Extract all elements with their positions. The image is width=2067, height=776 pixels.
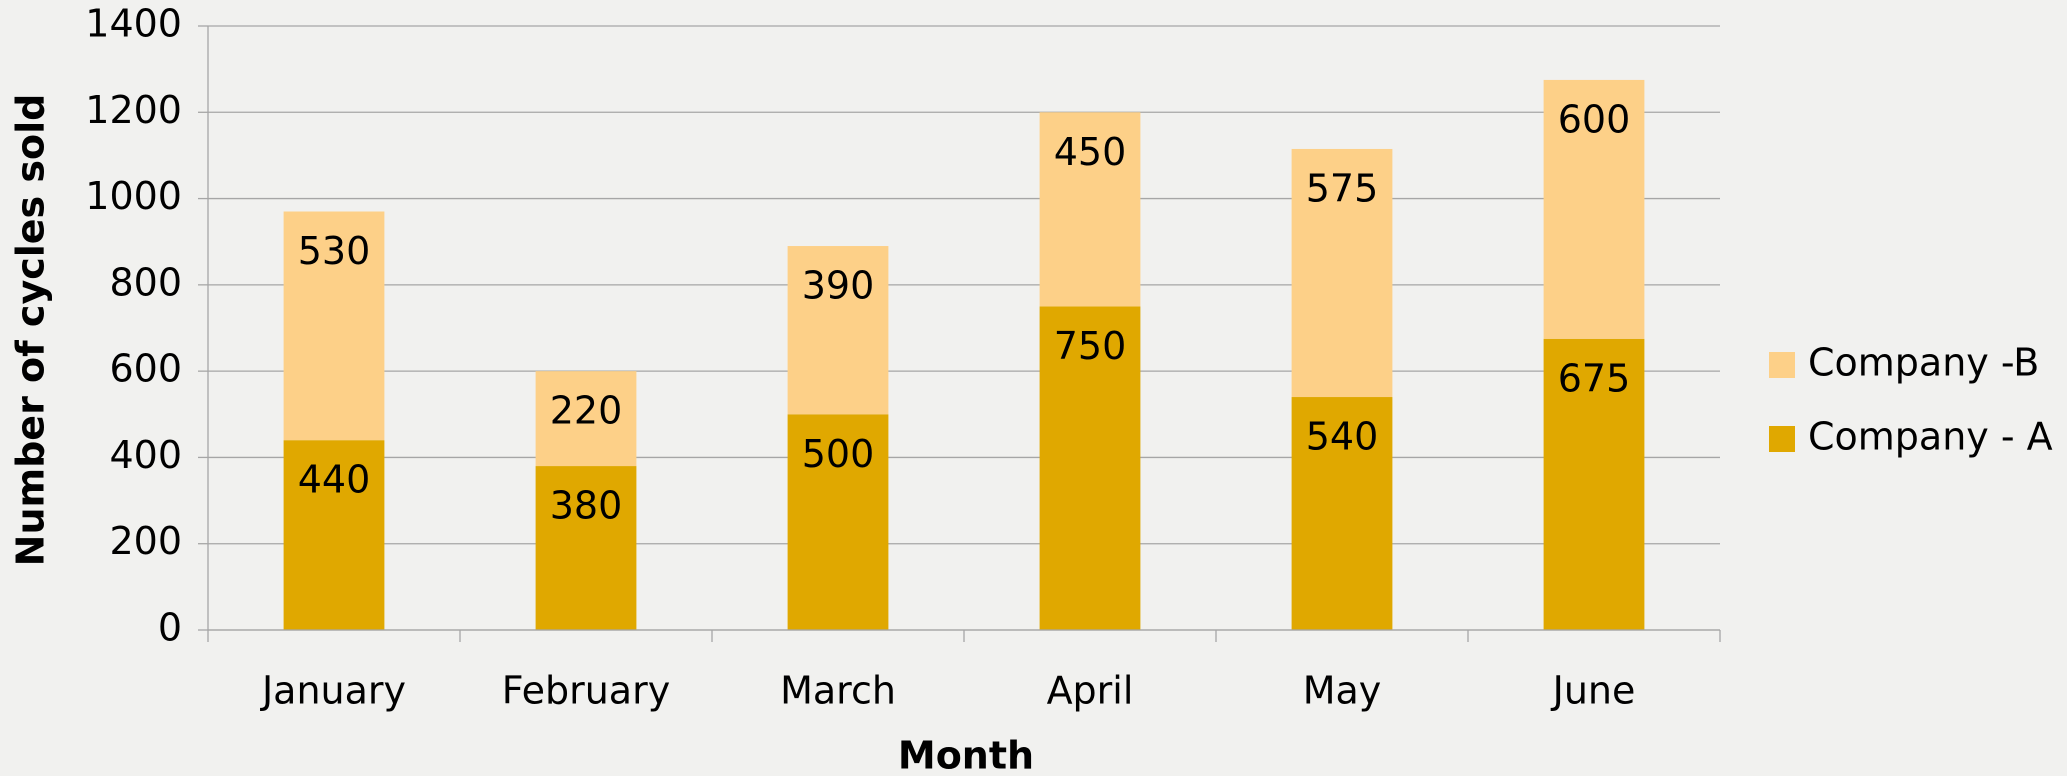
legend-label: Company - A xyxy=(1808,415,2053,459)
legend-label: Company -B xyxy=(1808,341,2039,385)
y-tick-label: 600 xyxy=(109,347,182,391)
y-axis-title: Number of cycles sold xyxy=(9,94,53,567)
data-label: 600 xyxy=(1558,97,1631,141)
data-label: 500 xyxy=(802,432,875,476)
data-label: 440 xyxy=(298,458,371,502)
y-tick-label: 1400 xyxy=(85,2,182,46)
data-label: 380 xyxy=(550,484,623,528)
data-label: 390 xyxy=(802,264,875,308)
y-tick-label: 1000 xyxy=(85,174,182,218)
x-tick-label: May xyxy=(1303,669,1382,713)
y-tick-label: 400 xyxy=(109,433,182,477)
y-tick-label: 0 xyxy=(158,606,182,650)
data-label: 530 xyxy=(298,229,371,273)
data-label: 750 xyxy=(1054,324,1127,368)
data-label: 540 xyxy=(1306,415,1379,459)
x-tick-label: June xyxy=(1551,669,1636,713)
y-tick-label: 800 xyxy=(109,260,182,304)
x-tick-label: March xyxy=(780,669,896,713)
data-label: 575 xyxy=(1306,166,1379,210)
x-tick-label: April xyxy=(1047,669,1134,713)
x-tick-label: January xyxy=(260,669,406,713)
legend-swatch xyxy=(1769,426,1795,452)
data-label: 450 xyxy=(1054,130,1127,174)
y-tick-label: 200 xyxy=(109,519,182,563)
x-tick-label: February xyxy=(502,669,670,713)
data-label: 220 xyxy=(550,389,623,433)
x-axis-title: Month xyxy=(898,734,1034,776)
data-label: 675 xyxy=(1558,356,1631,400)
legend-swatch xyxy=(1769,352,1795,378)
chart: Month Number of cycles sold 0 200 400 600 80… xyxy=(0,0,2067,776)
y-tick-label: 1200 xyxy=(85,88,182,132)
